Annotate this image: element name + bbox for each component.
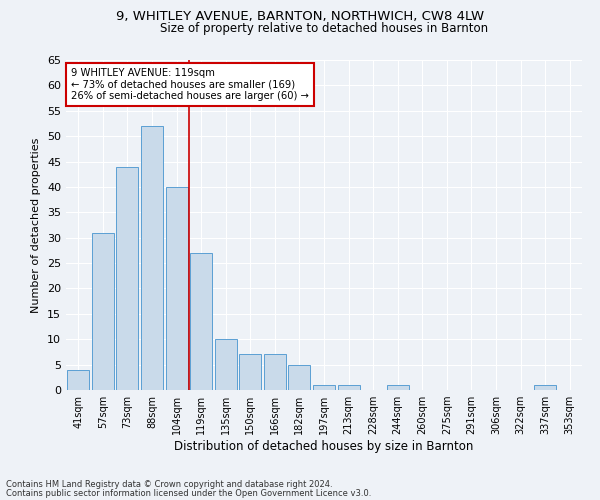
Bar [386, 385, 409, 390]
X-axis label: Distribution of detached houses by size in Barnton: Distribution of detached houses by size … [175, 440, 473, 453]
Text: 9, WHITLEY AVENUE, BARNTON, NORTHWICH, CW8 4LW: 9, WHITLEY AVENUE, BARNTON, NORTHWICH, C… [116, 10, 484, 23]
Y-axis label: Number of detached properties: Number of detached properties [31, 138, 41, 312]
Text: 9 WHITLEY AVENUE: 119sqm
← 73% of detached houses are smaller (169)
26% of semi-: 9 WHITLEY AVENUE: 119sqm ← 73% of detach… [71, 68, 309, 102]
Bar [116, 166, 139, 390]
Bar [239, 354, 262, 390]
Bar [190, 253, 212, 390]
Bar [166, 187, 188, 390]
Bar [141, 126, 163, 390]
Bar [264, 354, 286, 390]
Bar [313, 385, 335, 390]
Text: Contains HM Land Registry data © Crown copyright and database right 2024.: Contains HM Land Registry data © Crown c… [6, 480, 332, 489]
Bar [67, 370, 89, 390]
Bar [534, 385, 556, 390]
Text: Contains public sector information licensed under the Open Government Licence v3: Contains public sector information licen… [6, 489, 371, 498]
Bar [215, 339, 237, 390]
Bar [289, 364, 310, 390]
Bar [92, 232, 114, 390]
Bar [338, 385, 359, 390]
Title: Size of property relative to detached houses in Barnton: Size of property relative to detached ho… [160, 22, 488, 35]
